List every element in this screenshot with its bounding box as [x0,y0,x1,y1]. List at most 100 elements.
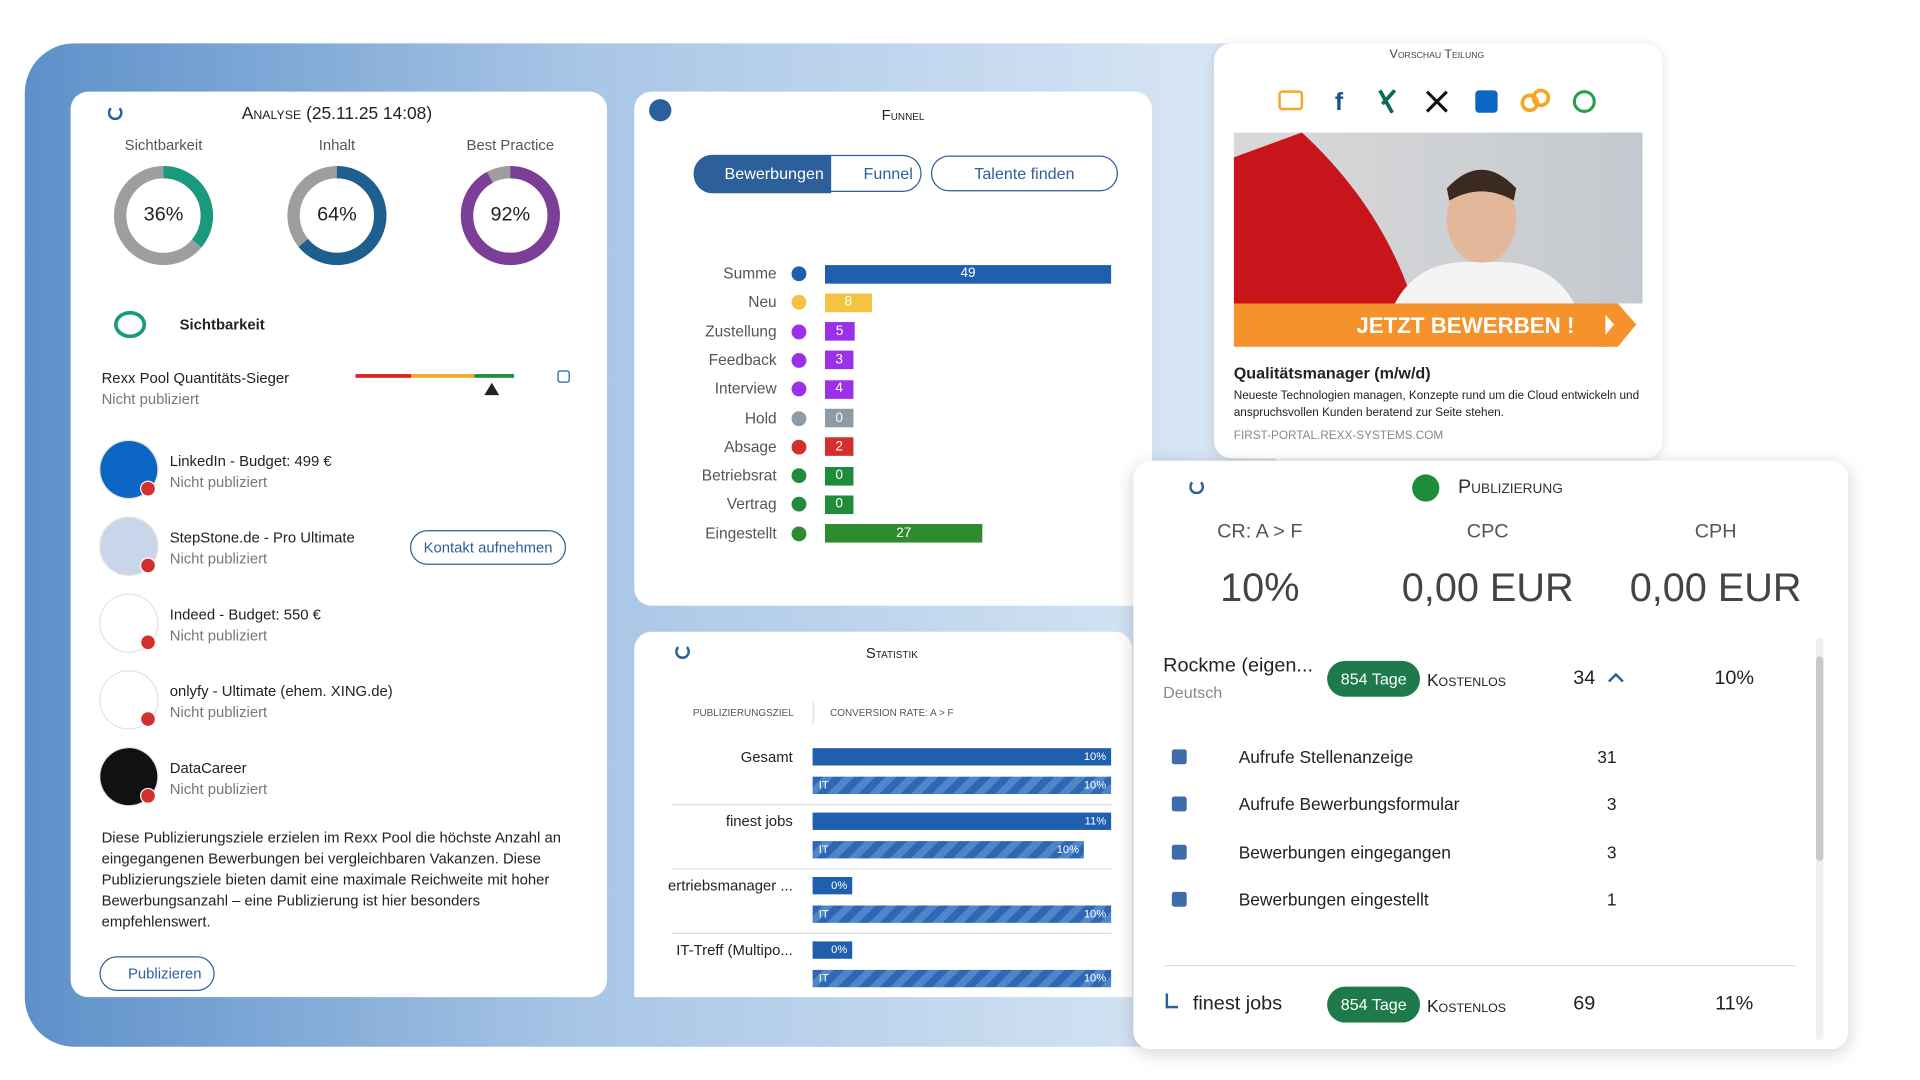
target-name: finest jobs [725,812,793,830]
funnel-bar: 4 [824,379,854,399]
contact-button[interactable]: Kontakt aufnehmen [409,530,567,565]
channel-name: finest jobs [1192,993,1283,1015]
gauge [287,165,387,266]
column-header: PUBLIZIERUNGSZIEL [692,707,794,719]
funnel-label: Betriebsrat [701,466,777,485]
preview-image [1233,132,1643,347]
detail-value: 1 [1606,889,1617,910]
price: Kostenlos [1426,995,1507,1016]
metric-label: CPH [1694,521,1737,543]
row-divider [1164,964,1797,967]
channel-name: Rockme (eigen... [1163,655,1313,677]
sub-rate-bar: IT 10% [812,776,1112,795]
row-divider [671,868,1112,870]
sub-value: 10% [1083,971,1107,985]
funnel-bar: 2 [824,437,854,457]
metric-value: 0,00 EUR [1401,564,1574,610]
rate: 11% [1715,993,1754,1015]
funnel-icon [791,295,807,311]
sub-value: 10% [1083,778,1107,791]
funnel-bar: 49 [824,264,1112,284]
rate: 10% [1714,667,1755,689]
detail-icon [1171,796,1187,812]
panel-title: Publizierung [1457,476,1563,498]
funnel-label: Absage [724,437,777,456]
detail-icon [1171,844,1187,860]
funnel-icon [791,497,807,513]
sub-value: 10% [1056,842,1080,856]
detail-label: Aufrufe Bewerbungsformular [1238,794,1460,815]
refresh-icon[interactable] [1189,479,1205,495]
funnel-value: 0 [835,467,844,483]
checkbox[interactable] [557,370,570,383]
funnel-label: Neu [748,293,777,311]
help-icon[interactable] [649,99,672,122]
analysis-panel [70,91,607,998]
gauge [460,165,560,266]
funnel-bar: 0 [824,466,854,486]
rate-bar: 11% [812,812,1112,830]
metric-value: 0,00 EUR [1629,564,1802,610]
funnel-label: Feedback [708,351,777,369]
sub-rate-bar: IT 10% [812,969,1112,988]
count: 34 [1573,667,1596,689]
xing-icon[interactable] [1378,89,1397,114]
channel-language: Deutsch [1163,683,1223,702]
status-badge [139,711,157,728]
linkedin-icon[interactable] [1475,90,1498,113]
funnel-icon [791,526,807,541]
sub-name: IT [818,907,829,920]
funnel-value: 8 [844,294,853,310]
x-icon[interactable] [1425,90,1448,113]
price: Kostenlos [1426,670,1507,690]
quality-scale [355,374,515,378]
gauge-label: Sichtbarkeit [124,136,203,154]
funnel-value: 2 [835,438,844,454]
count: 69 [1573,993,1596,1015]
sub-name: IT [818,971,829,985]
tab[interactable]: Funnel [863,164,913,183]
gauge-arc [113,165,214,266]
funnel-bar: 8 [824,293,872,312]
funnel-icon [791,468,807,484]
detail-label: Bewerbungen eingegangen [1238,841,1451,862]
funnel-label: Eingestellt [705,524,777,542]
detail-value: 3 [1606,794,1617,815]
status-badge [139,557,157,574]
scrollbar-thumb[interactable] [1815,656,1824,861]
funnel-icon [791,266,807,282]
publish-button[interactable]: Publizieren [99,956,216,991]
row-divider [671,932,1112,934]
facebook-icon[interactable]: f [1335,89,1344,116]
target-name: Gesamt [740,748,793,766]
rate-value: 0% [831,943,848,956]
panel-title: Analyse (25.11.25 14:08) [241,102,433,123]
tab[interactable]: Bewerbungen [724,164,824,183]
funnel-bar: 0 [824,408,854,428]
job-url: FIRST-PORTAL.REXX-SYSTEMS.COM [1233,428,1444,443]
rate-bar: 0% [812,941,853,959]
funnel-label: Summe [723,264,777,283]
whatsapp-icon[interactable] [1572,90,1596,114]
sub-name: IT [818,842,829,856]
panel-title: Statistik [865,644,918,662]
funnel-bar: 3 [824,351,854,370]
sub-value: 10% [1083,907,1107,920]
rate-bar: 0% [812,877,853,895]
status-badge [139,787,157,804]
metric-label: CPC [1466,521,1509,543]
channel-name: LinkedIn - Budget: 499 € [169,452,332,470]
mail-icon[interactable] [1278,90,1304,111]
section-title: Sichtbarkeit [179,315,265,334]
refresh-icon[interactable] [675,644,690,659]
funnel-label: Zustellung [705,322,777,340]
tab[interactable]: Talente finden [930,155,1118,192]
channel-name: StepStone.de - Pro Ultimate [169,528,355,547]
channel-status: Nicht publiziert [169,780,268,798]
refresh-icon[interactable] [107,105,123,121]
funnel-icon [791,410,807,426]
funnel-icon [791,352,807,368]
detail-value: 3 [1606,841,1617,862]
